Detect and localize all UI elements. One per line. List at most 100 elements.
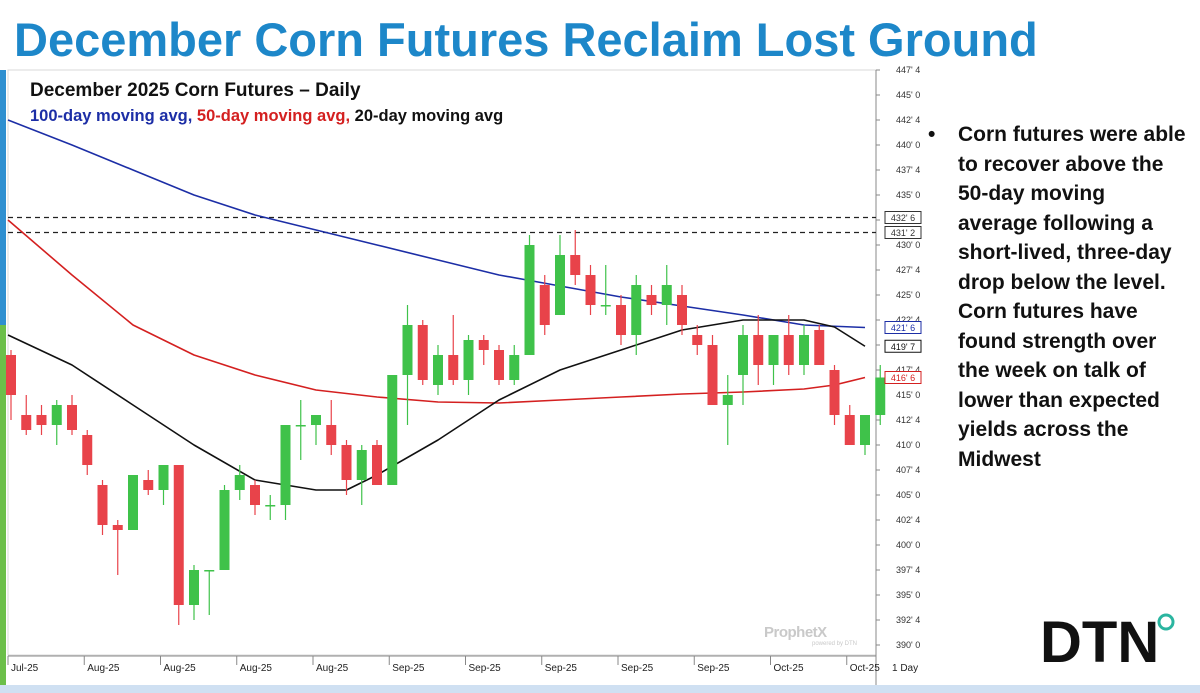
candle-body-up	[722, 395, 733, 405]
candle-body-down	[112, 525, 123, 530]
candle-body-up	[463, 340, 474, 380]
x-tick-label: Oct-25	[774, 663, 804, 674]
price-tag-label: 421' 6	[891, 323, 915, 333]
period-label: 1 Day	[892, 663, 918, 674]
candle-body-up	[311, 415, 321, 425]
candle-body-up	[661, 285, 672, 305]
candle-body-up	[189, 570, 199, 605]
commentary-bullets: • Corn futures were able to recover above…	[928, 120, 1190, 474]
chart-title: December 2025 Corn Futures – Daily	[30, 80, 361, 101]
y-tick-label: 427' 4	[896, 265, 920, 275]
y-tick-label: 442' 4	[896, 115, 920, 125]
candle-body-up	[433, 355, 443, 385]
y-tick-label: 407' 4	[896, 465, 920, 475]
y-tick-label: 415' 0	[896, 390, 920, 400]
y-tick-label: 437' 4	[896, 165, 920, 175]
y-tick-label: 410' 0	[896, 440, 920, 450]
candle-body-down	[326, 425, 337, 445]
candle-body-down	[494, 350, 504, 380]
candle-body-up	[295, 425, 306, 427]
candle-body-down	[341, 445, 352, 480]
prophetx-watermark: ProphetX	[764, 624, 827, 641]
x-tick-label: Aug-25	[87, 663, 120, 674]
prophetx-watermark-sub: powered by DTN	[812, 641, 858, 647]
ma20-line	[7, 319, 866, 491]
candle-body-down	[6, 355, 16, 395]
price-tag-box	[884, 211, 922, 224]
candle-body-up	[204, 570, 215, 572]
legend-sep: ,	[187, 107, 197, 125]
legend-20-day: 20-day moving avg	[354, 107, 504, 125]
candle-body-down	[677, 295, 687, 325]
candle-body-up	[555, 255, 565, 315]
x-tick-label: Aug-25	[164, 663, 197, 674]
left-accent-bar-green	[0, 325, 6, 693]
x-tick-label: Sep-25	[392, 663, 425, 674]
x-tick-label: Sep-25	[697, 663, 730, 674]
candle-body-down	[646, 295, 657, 305]
chart-legend: 100-day moving avg, 50-day moving avg, 2…	[30, 107, 503, 126]
price-tag-box	[884, 321, 922, 334]
candle-body-down	[539, 285, 550, 325]
candle-body-down	[36, 415, 47, 425]
candle-body-up	[51, 405, 62, 425]
y-tick-label: 400' 0	[896, 540, 920, 550]
y-tick-label: 435' 0	[896, 190, 920, 200]
ma100-line	[7, 119, 866, 329]
candle-body-down	[692, 335, 703, 345]
y-tick-label: 397' 4	[896, 565, 920, 575]
candle-body-up	[600, 305, 611, 307]
candle-body-down	[173, 465, 184, 605]
candle-body-up	[356, 450, 367, 480]
x-tick-label: Sep-25	[545, 663, 578, 674]
y-tick-label: 447' 4	[896, 65, 920, 75]
candle-body-down	[616, 305, 626, 335]
candle-body-down	[707, 345, 718, 405]
y-tick-label: 402' 4	[896, 515, 920, 525]
price-tag-box	[884, 226, 922, 239]
candle-body-up	[280, 425, 291, 505]
bullet-item: • Corn futures were able to recover above…	[928, 120, 1190, 474]
candle-body-down	[67, 405, 77, 430]
legend-50-day: 50-day moving avg	[196, 107, 346, 125]
candle-body-down	[478, 340, 489, 350]
candle-body-up	[799, 335, 809, 365]
legend-100-day: 100-day moving avg	[30, 107, 188, 125]
candle-body-down	[417, 325, 428, 380]
candle-body-up	[860, 415, 870, 445]
dtn-logo-dot-icon	[1157, 613, 1175, 631]
candle-body-up	[738, 335, 748, 375]
y-tick-label: 445' 0	[896, 90, 920, 100]
candle-body-down	[372, 445, 382, 485]
candle-body-up	[234, 475, 245, 490]
y-tick-label: 412' 4	[896, 415, 920, 425]
bottom-strip	[0, 685, 1200, 693]
candle-body-down	[570, 255, 581, 275]
price-tag-box	[884, 371, 922, 384]
candlestick-chart: 390' 0 392' 4 395' 0 397' 4 400' 0 402' 4 405'…	[6, 65, 922, 685]
x-tick-label: Jul-25	[11, 663, 39, 674]
candle-body-up	[158, 465, 169, 490]
legend-sep: ,	[345, 107, 355, 125]
candle-body-up	[875, 377, 886, 415]
candle-body-up	[265, 505, 276, 507]
candle-body-up	[402, 325, 413, 375]
y-tick-label: 425' 0	[896, 290, 920, 300]
candle-body-down	[97, 485, 108, 525]
y-tick-label: 430' 0	[896, 240, 920, 250]
candle-body-up	[387, 375, 398, 485]
price-tag-label: 419' 7	[891, 342, 915, 352]
price-tag-label: 431' 2	[891, 228, 915, 238]
dtn-logo-text: DTN	[1040, 612, 1159, 672]
y-tick-label: 417' 4	[896, 365, 920, 375]
x-tick-label: Oct-25	[850, 663, 880, 674]
y-tick-label: 392' 4	[896, 615, 920, 625]
price-tag-box	[884, 339, 922, 353]
candle-body-up	[768, 335, 779, 365]
candle-body-down	[783, 335, 794, 365]
candle-body-up	[509, 355, 520, 380]
candle-body-up	[524, 245, 535, 355]
price-tag-label: 416' 6	[891, 373, 915, 383]
candle-body-down	[448, 355, 459, 380]
candle-body-up	[128, 475, 138, 530]
